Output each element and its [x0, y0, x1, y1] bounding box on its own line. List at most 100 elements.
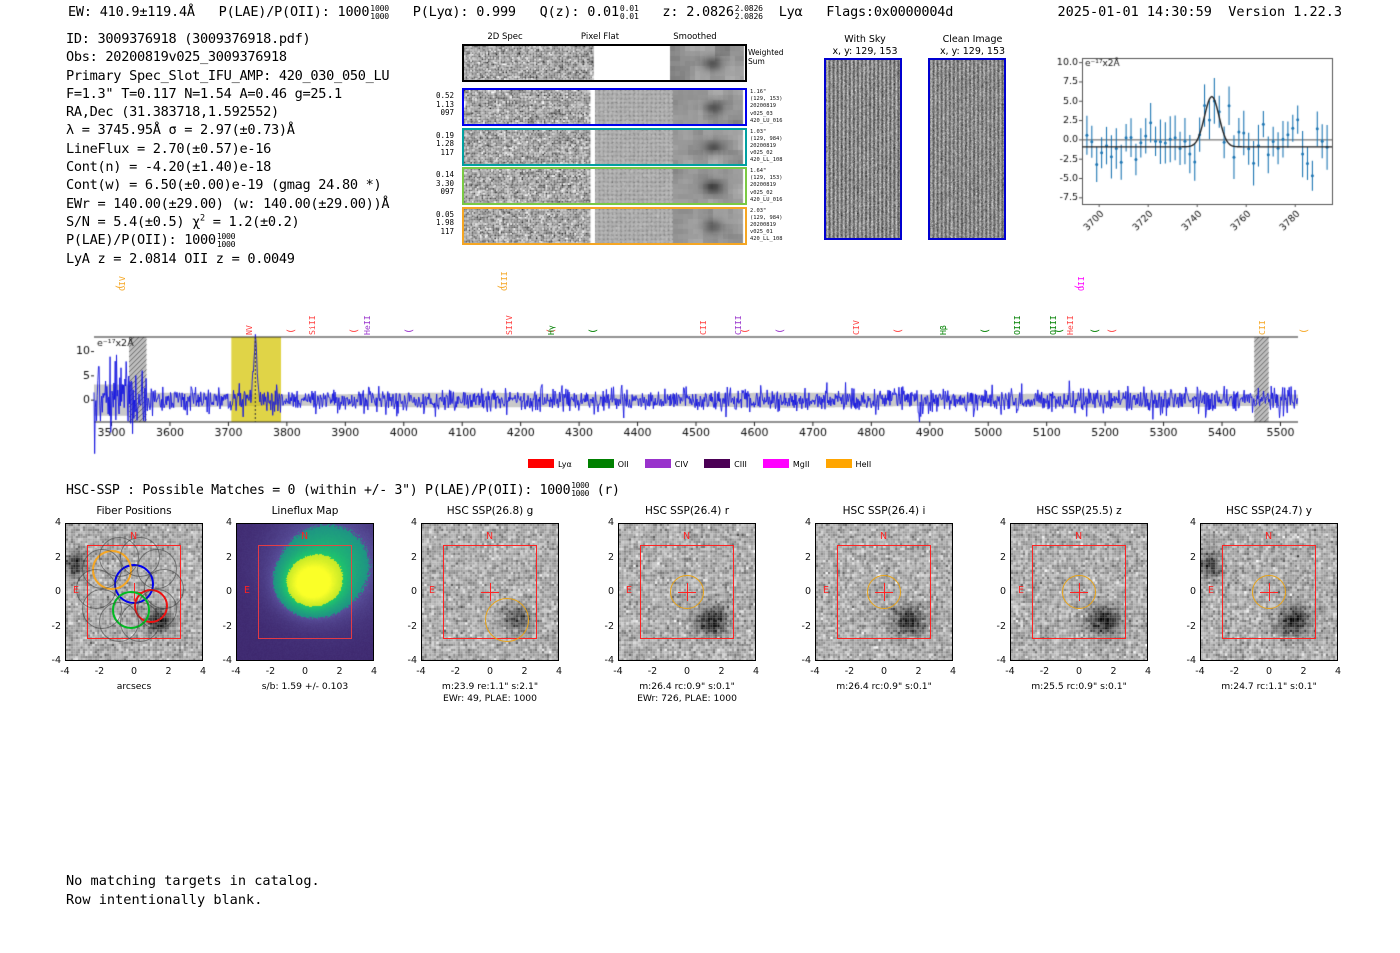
spec2d-panel-group: 2D Spec Pixel Flat Smoothed: [460, 32, 750, 247]
info-seeing: F=1.3" T=0.117 N=1.54 A=0.46 g=25.1: [66, 85, 342, 102]
cutout-caption: m:24.7 rc:1.1" s:0.1": [1166, 681, 1372, 693]
compass-north: N: [1075, 531, 1083, 542]
cutout-x-tick: 0: [301, 666, 309, 677]
info-obs: Obs: 20200819v025_3009376918: [66, 49, 287, 66]
info-lineflux: LineFlux = 2.70(±0.57)e-16: [66, 140, 271, 157]
header-flags: Flags:0x0000004d: [826, 4, 954, 21]
cutout-x-tick: 4: [752, 666, 760, 677]
spec2d-row-annotation: 2.03" (129, 984) 20200819 v025_01 420_LL_108: [750, 207, 783, 243]
cutout-title: HSC SSP(26.4) r: [644, 505, 730, 517]
cutout-region-box: [443, 545, 537, 639]
compass-north: N: [486, 531, 494, 542]
cutout-region-box: [1032, 545, 1126, 639]
cutout-caption-line: m:26.4 rc:0.9" s:0.1": [639, 681, 735, 692]
spectrum-line-brace: (: [588, 327, 600, 334]
cutout-y-tick: 0: [804, 586, 811, 597]
header-summary: EW: 410.9±119.4Å P(LAE)/P(OII): 10001000…: [68, 3, 954, 22]
stamp-clean-image: [928, 58, 1006, 240]
legend-label: CIII: [734, 460, 747, 469]
spec2d-row: [462, 127, 747, 166]
spectrum-line-brace: (: [115, 283, 127, 290]
cutout-y-tick: 4: [1189, 517, 1196, 528]
stamp-with-sky: [824, 58, 902, 240]
spec2d-row-label: 0.19 1.28 117: [435, 130, 454, 157]
full-spectrum-panel: CIV(NV(SiII(HeII(CIII(SIIV(Hγ(CII(CIII(C…: [60, 271, 1350, 470]
footer-note: No matching targets in catalog. Row inte…: [66, 872, 320, 910]
header-plya: P(Lyα): 0.999: [412, 4, 516, 21]
cutout-aperture-circle: [1062, 575, 1096, 609]
legend-item: CIV: [644, 459, 689, 469]
cutout-x-tick: -2: [1229, 666, 1240, 677]
cutout-x-tick: 2: [915, 666, 922, 677]
stamp-title-with-sky: With Sky x, y: 129, 153: [832, 34, 898, 57]
spec2d-row-annotations: 1.16" (129, 153) 20200819 v025_03 420_LU_016…: [750, 88, 810, 246]
spec2d-row-annotation: 1.16" (129, 153) 20200819 v025_03 420_LU_016: [750, 89, 783, 124]
legend-label: CIV: [674, 460, 689, 469]
cutout-caption: m:26.4 rc:0.9" s:0.1" EWr: 726, PLAE: 100…: [584, 681, 790, 705]
cutout-title: HSC SSP(24.7) y: [1225, 505, 1312, 517]
spectrum-line-brace: (: [348, 327, 360, 334]
cutout-x-tick: 2: [336, 666, 343, 677]
cutout-y-tick: -4: [222, 655, 232, 666]
cutout-y-tick: 2: [999, 551, 1006, 563]
cutout-x-tick: 0: [130, 666, 138, 677]
header-z: z: 2.0826: [662, 4, 734, 21]
cutout-title: Fiber Positions: [96, 505, 172, 517]
cutout-x-tick: 2: [718, 666, 725, 677]
cutout-aperture-circle: [867, 575, 901, 609]
cutout-y-tick: -2: [996, 620, 1006, 632]
cutout-y-tick: -2: [51, 620, 61, 632]
cutout-x-tick: -4: [810, 666, 820, 677]
footer-line-2: Row intentionally blank.: [66, 892, 263, 908]
cutout-x-tick: 2: [521, 666, 528, 677]
cutout-x-tick: -2: [1039, 666, 1050, 677]
legend-label: OII: [617, 460, 629, 469]
spectrum-line-brace: (: [892, 327, 904, 334]
cutout-y-tick: 2: [225, 551, 232, 563]
cutout-y-tick: 4: [607, 517, 614, 528]
cutout-x-tick: 4: [555, 666, 563, 677]
cutout-title: HSC SSP(26.8) g: [446, 505, 534, 517]
cutout-y-tick: -4: [604, 655, 614, 666]
cutout-caption: s/b: 1.59 +/- 0.103: [202, 681, 408, 693]
cutout-caption-line: EWr: 726, PLAE: 1000: [637, 693, 737, 704]
legend-swatch: [644, 459, 671, 468]
info-plae: P(LAE)/P(OII): 10001000 1000: [66, 231, 236, 250]
cutout-y-tick: 2: [607, 551, 614, 563]
cutout-title: HSC SSP(25.5) z: [1036, 505, 1122, 517]
legend-swatch: [762, 459, 789, 468]
spec2d-title-pixelflat: Pixel Flat: [580, 32, 620, 42]
cutout-x-tick: -4: [1195, 666, 1205, 677]
spectrum-line-brace: (: [285, 327, 297, 334]
cutout-region-box: [258, 545, 352, 639]
cutout-x-tick: -4: [231, 666, 241, 677]
legend-item: OII: [587, 459, 629, 469]
spec2d-row-annotation: 1.03" (129, 984) 20200819 v025_02 420_LL_108: [750, 128, 783, 164]
spectrum-line-brace: (: [496, 283, 508, 290]
cutout-y-tick: 0: [1189, 586, 1196, 597]
legend-item: Lyα: [528, 459, 572, 469]
spectrum-legend: Lyα OII CIV CIII MgII HeII: [528, 452, 887, 471]
spectrum-line-brace: (: [1298, 327, 1310, 334]
legend-swatch: [825, 459, 852, 468]
cutout-x-tick: -4: [60, 666, 70, 677]
spec2d-row: [462, 167, 747, 205]
spec2d-title-2dspec: 2D Spec: [487, 32, 523, 42]
legend-item: CIII: [704, 459, 747, 469]
cutout-region-box: [1222, 545, 1316, 639]
cutout-caption-line: m:26.4 rc:0.9" s:0.1": [836, 681, 932, 692]
cutout-y-tick: 4: [54, 517, 61, 528]
cutout-y-tick: 0: [225, 586, 232, 597]
header-ew: EW: 410.9±119.4Å: [68, 4, 195, 21]
compass-east: E: [1018, 585, 1025, 596]
cutout-caption: m:25.5 rc:0.9" s:0.1": [976, 681, 1182, 693]
spec2d-title-smoothed: Smoothed: [673, 32, 717, 42]
spec2d-row-label: 0.14 3.30 097: [435, 170, 454, 197]
cutout-x-tick: 0: [486, 666, 494, 677]
cutout-x-tick: 4: [949, 666, 957, 677]
cutout-title: HSC SSP(26.4) i: [842, 505, 926, 517]
cutout-y-tick: -2: [222, 620, 232, 632]
compass-east: E: [823, 585, 830, 596]
cutout-region-box: [640, 545, 734, 639]
cutout-y-tick: -2: [801, 620, 811, 632]
